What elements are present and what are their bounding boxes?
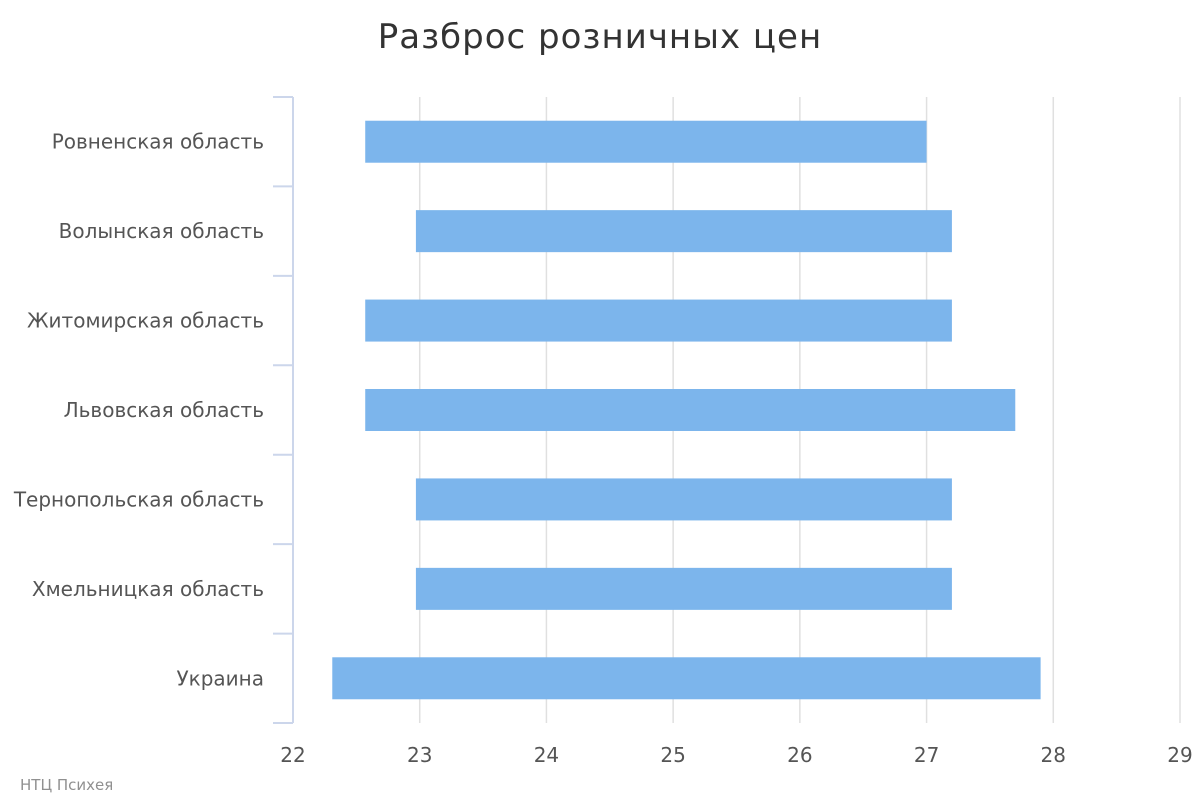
range-bar xyxy=(415,478,952,521)
category-labels: Ровненская область Волынская область Житом… xyxy=(13,130,264,691)
category-label: Ровненская область xyxy=(52,130,264,154)
x-tick-label: 22 xyxy=(280,743,305,767)
range-bar xyxy=(365,299,952,342)
category-axis xyxy=(273,96,294,724)
x-tick-label: 24 xyxy=(534,743,559,767)
x-tick-label: 29 xyxy=(1167,743,1192,767)
x-tick-label: 25 xyxy=(660,743,685,767)
category-label: Хмельницкая область xyxy=(32,577,264,601)
bars xyxy=(332,120,1041,700)
range-bar xyxy=(415,567,952,610)
category-label: Украина xyxy=(176,666,264,690)
category-label: Житомирская область xyxy=(27,309,264,333)
x-tick-label: 26 xyxy=(787,743,812,767)
range-bar xyxy=(365,389,1016,431)
chart-title: Разброс розничных цен xyxy=(378,17,822,57)
category-label: Тернопольская область xyxy=(13,487,264,511)
x-tick-label: 23 xyxy=(407,743,432,767)
category-label: Волынская область xyxy=(59,219,264,243)
chart-credit: НТЦ Психея xyxy=(20,776,113,794)
x-tick-label: 28 xyxy=(1041,743,1066,767)
range-bar xyxy=(332,657,1041,700)
category-label: Львовская область xyxy=(64,398,264,422)
value-tick-labels: 22 23 24 25 26 27 28 29 xyxy=(280,743,1192,767)
range-bar xyxy=(365,120,927,163)
x-tick-label: 27 xyxy=(914,743,939,767)
range-bar xyxy=(415,210,952,253)
